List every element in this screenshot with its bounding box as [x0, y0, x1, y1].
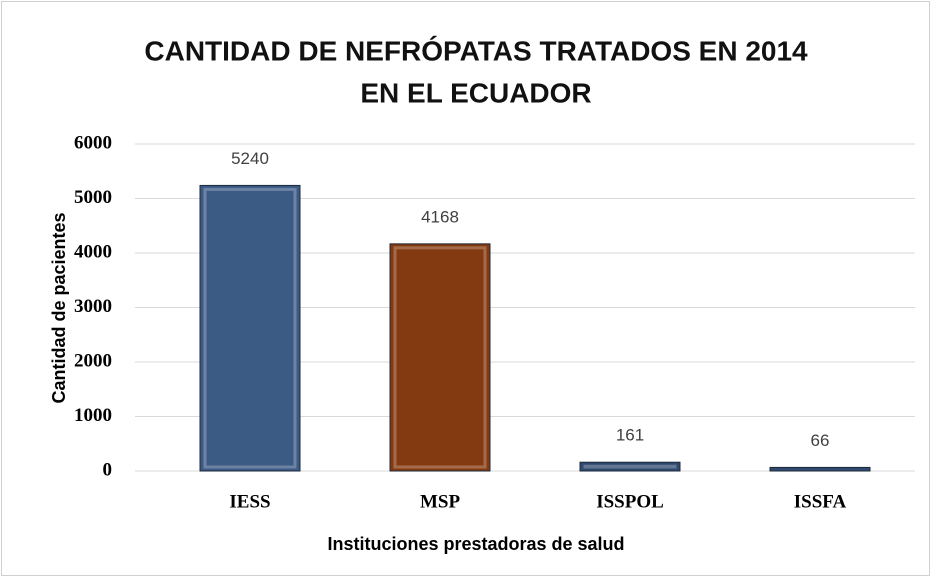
y-tick-label: 1000 — [74, 405, 112, 426]
data-label: 161 — [616, 426, 644, 445]
y-axis-title: Cantidad de pacientes — [49, 212, 69, 403]
chart-title: CANTIDAD DE NEFRÓPATAS TRATADOS EN 2014 — [144, 35, 808, 66]
bar — [579, 461, 681, 472]
y-tick-label: 0 — [103, 459, 113, 480]
bar — [199, 184, 301, 472]
y-tick-label: 3000 — [74, 296, 112, 317]
data-label: 5240 — [231, 149, 269, 168]
y-tick-label: 5000 — [74, 187, 112, 208]
data-label: 66 — [811, 431, 830, 450]
data-label: 4168 — [421, 207, 459, 226]
y-tick-label: 2000 — [74, 350, 112, 371]
bar — [769, 466, 871, 472]
y-tick-label: 6000 — [74, 132, 112, 153]
chart-title: EN EL ECUADOR — [360, 77, 591, 108]
bar — [389, 243, 491, 472]
x-tick-label: IESS — [229, 491, 270, 512]
bar-bevel — [203, 187, 297, 469]
bar-bevel — [583, 464, 677, 469]
x-axis-title: Instituciones prestadoras de salud — [327, 534, 624, 554]
y-tick-label: 4000 — [74, 241, 112, 262]
bar-bevel — [393, 246, 487, 469]
x-tick-label: MSP — [420, 491, 461, 512]
x-tick-label: ISSFA — [794, 491, 847, 512]
x-tick-label: ISSPOL — [596, 491, 664, 512]
